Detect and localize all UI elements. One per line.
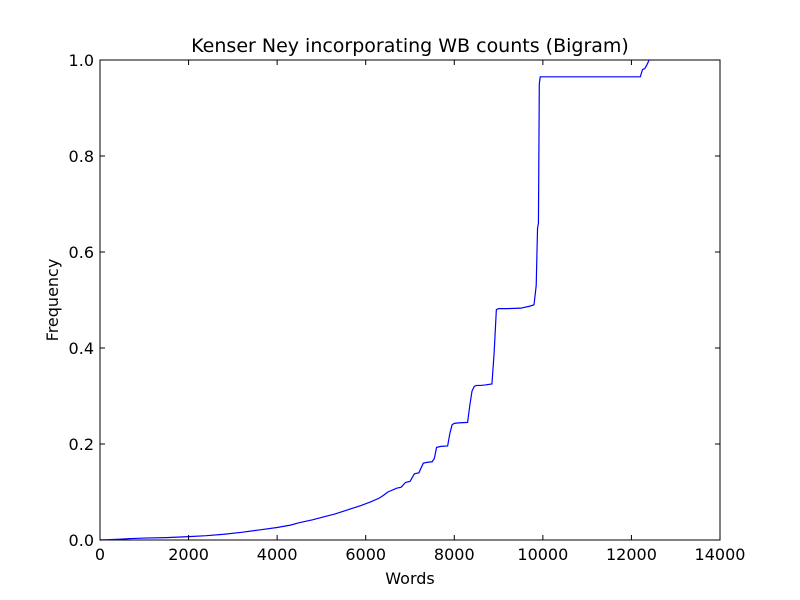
x-tick-label: 2000 (168, 545, 209, 564)
y-tick-label: 0.6 (69, 243, 94, 262)
series-line (99, 59, 650, 541)
y-tick-label: 1.0 (69, 51, 94, 70)
plot-area (99, 59, 721, 541)
y-tick-label: 0.0 (69, 531, 94, 550)
x-tick-label: 4000 (257, 545, 298, 564)
x-axis-label: Words (385, 569, 434, 588)
x-tick-label: 12000 (606, 545, 657, 564)
x-tick-label: 14000 (695, 545, 746, 564)
x-tick-label: 8000 (434, 545, 475, 564)
x-tick-label: 0 (95, 545, 105, 564)
y-tick-label: 0.2 (69, 435, 94, 454)
y-axis-ticks: 0.0 0.2 0.4 0.6 0.8 1.0 (69, 51, 720, 550)
x-tick-label: 6000 (345, 545, 386, 564)
series-layer (99, 59, 650, 541)
x-axis-ticks: 0 2000 4000 6000 8000 10000 12000 14000 (95, 60, 746, 564)
y-tick-label: 0.8 (69, 147, 94, 166)
chart-title: Kenser Ney incorporating WB counts (Bigr… (191, 35, 629, 57)
x-tick-label: 10000 (517, 545, 568, 564)
y-axis-label: Frequency (43, 259, 62, 342)
y-tick-label: 0.4 (69, 339, 94, 358)
